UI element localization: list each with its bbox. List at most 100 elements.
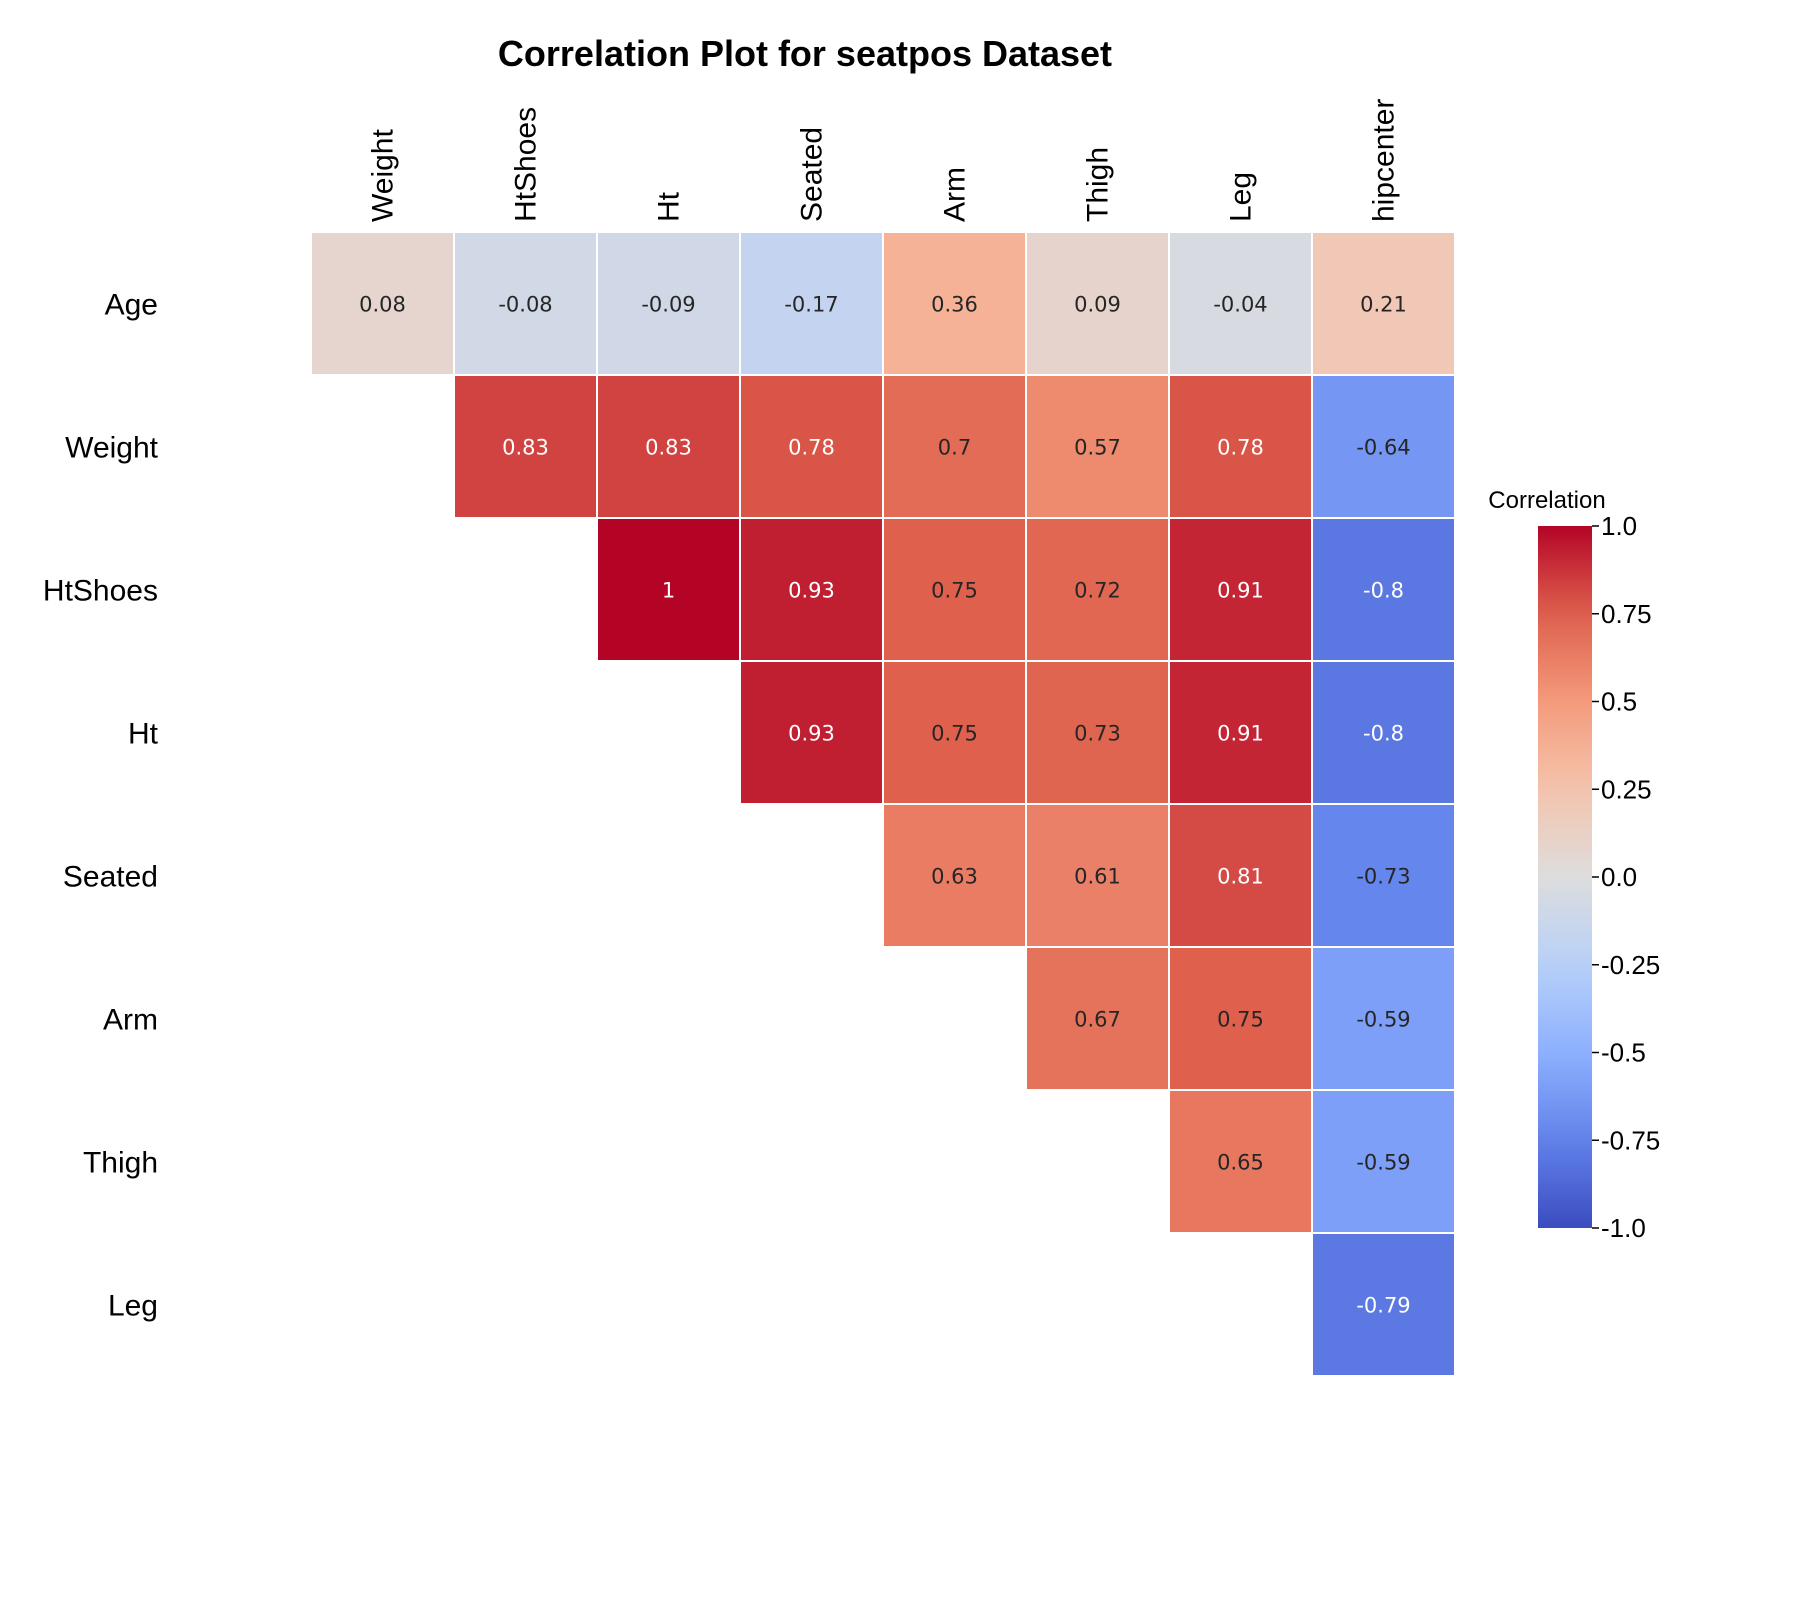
- heatmap-cell: 0.61: [1025, 803, 1170, 948]
- heatmap-cell: -0.59: [1311, 1089, 1456, 1234]
- heatmap-cell-rect: [1311, 946, 1456, 1091]
- colorbar-tick-label: -0.5: [1601, 1038, 1646, 1068]
- heatmap-cell-rect: [596, 374, 741, 519]
- heatmap-cell: 0.75: [1168, 946, 1313, 1091]
- heatmap-cell-rect: [1025, 231, 1170, 376]
- x-tick-label: Ht: [653, 191, 686, 222]
- x-tick-label: HtShoes: [510, 107, 543, 222]
- heatmap-cell: 0.81: [1168, 803, 1313, 948]
- heatmap-cell-rect: [1311, 803, 1456, 948]
- heatmap-cell-rect: [1311, 374, 1456, 519]
- colorbar-tick-label: 0.25: [1601, 774, 1652, 804]
- heatmap-cell-label: -0.64: [1356, 436, 1410, 460]
- heatmap-cell-label: 0.65: [1217, 1151, 1264, 1175]
- heatmap-cell-label: -0.59: [1356, 1151, 1410, 1175]
- heatmap-cell-rect: [1168, 1089, 1313, 1234]
- heatmap-cell: -0.59: [1311, 946, 1456, 1091]
- heatmap-cell-label: 0.7: [938, 436, 971, 460]
- heatmap-cell-rect: [739, 517, 884, 662]
- heatmap-cell-label: -0.08: [498, 293, 552, 317]
- heatmap-cell: 1: [596, 517, 741, 662]
- heatmap-cell: 0.93: [739, 517, 884, 662]
- heatmap-cell-rect: [1168, 660, 1313, 805]
- heatmap-cell-label: -0.73: [1356, 865, 1410, 889]
- heatmap-cell-label: 0.63: [931, 865, 978, 889]
- heatmap-cell: 0.78: [739, 374, 884, 519]
- heatmap-cell: 0.91: [1168, 660, 1313, 805]
- heatmap-cell: 0.75: [882, 660, 1027, 805]
- heatmap-cell-rect: [1311, 1232, 1456, 1377]
- heatmap-cell: -0.79: [1311, 1232, 1456, 1377]
- heatmap-cell-rect: [1168, 517, 1313, 662]
- heatmap-cell: -0.08: [453, 231, 598, 376]
- heatmap-cell: 0.83: [596, 374, 741, 519]
- heatmap-cell-rect: [453, 231, 598, 376]
- heatmap-cell-rect: [882, 803, 1027, 948]
- heatmap-cell-label: 0.09: [1074, 293, 1121, 317]
- heatmap-cell-rect: [1311, 1089, 1456, 1234]
- heatmap-cell-label: -0.17: [784, 293, 838, 317]
- heatmap-cell-rect: [596, 517, 741, 662]
- heatmap-cell-rect: [1311, 517, 1456, 662]
- heatmap-cell-rect: [453, 374, 598, 519]
- colorbar-title: Correlation: [1488, 487, 1605, 514]
- heatmap-cell-label: 0.75: [1217, 1008, 1264, 1032]
- y-tick-label: Thigh: [83, 1147, 158, 1180]
- heatmap-cell-rect: [882, 660, 1027, 805]
- heatmap-cell: 0.73: [1025, 660, 1170, 805]
- heatmap-cell-rect: [1311, 660, 1456, 805]
- heatmap-cell: 0.09: [1025, 231, 1170, 376]
- colorbar-tick-label: -1.0: [1601, 1213, 1646, 1243]
- heatmap-cell-label: 1: [662, 579, 675, 603]
- colorbar: Correlation 1.0 0.75 0.5 0.25 0.0 -0.25 -0.5 -0…: [1488, 487, 1660, 1243]
- heatmap-cell: 0.75: [882, 517, 1027, 662]
- heatmap-cell: -0.64: [1311, 374, 1456, 519]
- heatmap-cell-rect: [882, 374, 1027, 519]
- colorbar-tick-label: 0.0: [1601, 862, 1637, 892]
- heatmap-cell-rect: [1311, 231, 1456, 376]
- heatmap-cell: 0.67: [1025, 946, 1170, 1091]
- heatmap-cell-rect: [1025, 803, 1170, 948]
- heatmap-cell-rect: [882, 517, 1027, 662]
- y-tick-label: Leg: [108, 1290, 158, 1323]
- heatmap-cell-label: 0.83: [645, 436, 692, 460]
- heatmap-cell-label: -0.79: [1356, 1294, 1410, 1318]
- heatmap-cell-label: 0.75: [931, 579, 978, 603]
- heatmap-cell: 0.78: [1168, 374, 1313, 519]
- heatmap-cell-label: 0.78: [788, 436, 835, 460]
- heatmap-cell-label: 0.81: [1217, 865, 1264, 889]
- heatmap-cell-label: 0.93: [788, 579, 835, 603]
- heatmap-cell: -0.09: [596, 231, 741, 376]
- heatmap-cell-rect: [1025, 946, 1170, 1091]
- y-tick-label: Seated: [63, 861, 158, 894]
- y-tick-label: Arm: [103, 1004, 158, 1037]
- heatmap-cell: -0.8: [1311, 517, 1456, 662]
- colorbar-gradient: [1538, 526, 1592, 1228]
- heatmap-cell: 0.83: [453, 374, 598, 519]
- chart-title: Correlation Plot for seatpos Dataset: [498, 33, 1112, 74]
- heatmap-cell: -0.8: [1311, 660, 1456, 805]
- heatmap-cells: 0.08 -0.08 -0.09 -0.17 0.36 0.09 -0.04 0.21 0.83…: [310, 231, 1456, 1377]
- heatmap-cell-label: 0.78: [1217, 436, 1264, 460]
- x-axis-labels: Weight HtShoes Ht Seated Arm Thigh Leg hipcente…: [367, 99, 1401, 222]
- heatmap-cell-rect: [1025, 517, 1170, 662]
- heatmap-cell: -0.04: [1168, 231, 1313, 376]
- heatmap-cell-label: -0.09: [641, 293, 695, 317]
- heatmap-cell: -0.17: [739, 231, 884, 376]
- heatmap-cell-label: 0.57: [1074, 436, 1121, 460]
- heatmap-cell: 0.21: [1311, 231, 1456, 376]
- heatmap-cell: 0.91: [1168, 517, 1313, 662]
- heatmap-cell-rect: [1168, 374, 1313, 519]
- heatmap-cell-label: 0.67: [1074, 1008, 1121, 1032]
- heatmap-cell-rect: [1168, 803, 1313, 948]
- heatmap-cell-label: -0.04: [1213, 293, 1267, 317]
- heatmap-cell: 0.65: [1168, 1089, 1313, 1234]
- heatmap-cell-rect: [596, 231, 741, 376]
- heatmap-cell: -0.73: [1311, 803, 1456, 948]
- heatmap-cell-label: 0.08: [359, 293, 406, 317]
- heatmap-cell: 0.72: [1025, 517, 1170, 662]
- heatmap-cell: 0.08: [310, 231, 455, 376]
- heatmap-cell: 0.93: [739, 660, 884, 805]
